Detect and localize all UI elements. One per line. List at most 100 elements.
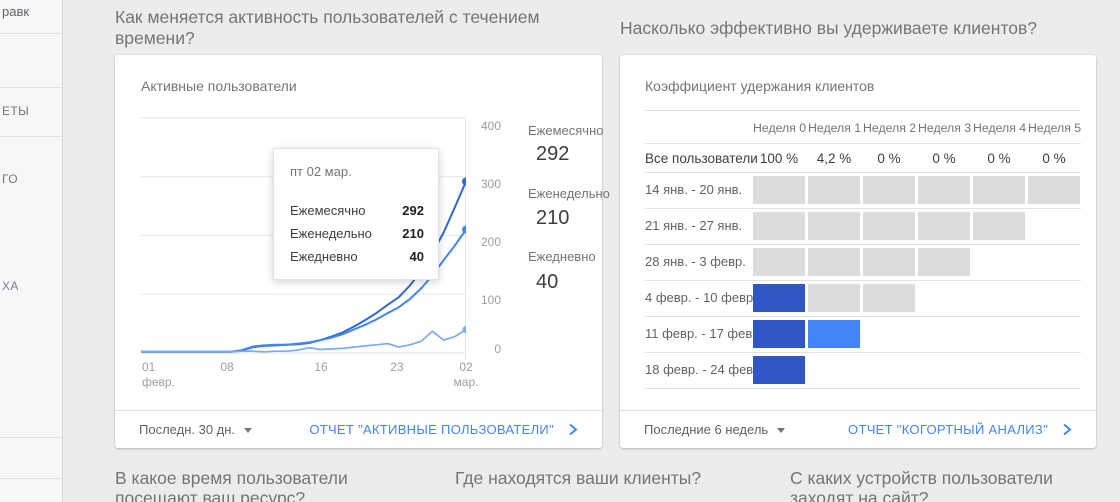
cohort-cell-1-2 (863, 212, 915, 240)
all-users-row-label: Все пользователи (645, 151, 758, 166)
report-link-label: ОТЧЕТ "АКТИВНЫЕ ПОЛЬЗОВАТЕЛИ" (309, 422, 554, 437)
active-users-card-footer: Последн. 30 дн. ОТЧЕТ "АКТИВНЫЕ ПОЛЬЗОВА… (115, 410, 602, 448)
chevron-down-icon (777, 428, 786, 433)
cohort-row-label-2: 28 янв. - 3 февр. (645, 254, 746, 269)
tooltip-date: пт 02 мар. (290, 164, 352, 179)
legend-value-1: 210 (536, 207, 570, 229)
cohort-cell-0-1 (808, 176, 860, 204)
cohort-cell-1-4 (973, 212, 1025, 240)
y-tick-label: 400 (480, 119, 501, 133)
week-header-2: Неделя 2 (863, 121, 917, 135)
tooltip-row-value: 210 (402, 226, 424, 241)
question-retention-title: Насколько эффективно вы удерживаете клие… (620, 18, 1038, 38)
all-users-pct-4: 0 % (987, 151, 1011, 166)
row-divider (645, 208, 1081, 209)
tooltip-row-label: Еженедельно (290, 226, 372, 241)
all-users-pct-1: 4,2 % (816, 151, 852, 166)
table-divider (645, 143, 1081, 144)
date-range-selector[interactable]: Последн. 30 дн. (139, 422, 253, 437)
cohort-cell-4-0 (753, 320, 805, 348)
legend-label-2: Ежедневно (528, 249, 596, 264)
weeks-range-label: Последние 6 недель (644, 422, 769, 437)
active-users-report-link[interactable]: ОТЧЕТ "АКТИВНЫЕ ПОЛЬЗОВАТЕЛИ" (309, 422, 578, 437)
cohort-cell-0-3 (918, 176, 970, 204)
cohort-row-label-4: 11 февр. - 17 февр. (645, 326, 764, 341)
date-range-label: Последн. 30 дн. (139, 422, 236, 437)
tooltip-row-value: 40 (409, 249, 424, 264)
week-header-4: Неделя 4 (973, 121, 1027, 135)
y-tick-label: 300 (480, 177, 501, 191)
cohort-row-label-1: 21 янв. - 27 янв. (645, 218, 743, 233)
sidebar-divider (0, 87, 62, 88)
sidebar-divider (0, 136, 62, 137)
cohort-cell-0-4 (973, 176, 1025, 204)
row-divider (645, 352, 1081, 353)
sidebar-item-help[interactable]: равк (2, 4, 30, 19)
chevron-down-icon (244, 428, 253, 433)
tooltip-row-label: Ежемесячно (290, 203, 366, 218)
week-header-0: Неделя 0 (753, 121, 807, 135)
active-users-card-title: Активные пользователи (141, 78, 297, 94)
series-line-2 (141, 328, 467, 353)
all-users-pct-3: 0 % (932, 151, 956, 166)
week-header-3: Неделя 3 (918, 121, 972, 135)
question-devices-title: С каких устройств пользователи заходят н… (790, 468, 1053, 502)
row-divider (645, 316, 1081, 317)
x-tick-label: 01 февр. (142, 360, 175, 389)
week-header-5: Неделя 5 (1028, 121, 1082, 135)
cohort-cell-3-2 (863, 284, 915, 312)
cohort-cell-4-1 (808, 320, 860, 348)
tooltip-row-1: Еженедельно 210 (290, 222, 424, 245)
sidebar-divider (0, 478, 62, 479)
question-visit-time-title: В какое время пользователи посещают ваш … (115, 468, 348, 502)
cohort-cell-1-1 (808, 212, 860, 240)
cohort-cell-1-0 (753, 212, 805, 240)
active-users-card: Активные пользователи 400 300 200 100 0 01 фе… (115, 55, 610, 448)
sidebar-item-audience[interactable]: ХА (2, 279, 19, 293)
sidebar-divider (0, 33, 62, 34)
cohort-cell-3-1 (808, 284, 860, 312)
sidebar-divider (0, 437, 62, 438)
cohort-cell-2-1 (808, 248, 860, 276)
legend-label-0: Ежемесячно (528, 123, 604, 138)
cohort-report-link[interactable]: ОТЧЕТ "КОГОРТНЫЙ АНАЛИЗ" (848, 422, 1072, 437)
row-divider (645, 280, 1081, 281)
sidebar-item-realtime[interactable]: ГО (2, 172, 18, 186)
cohort-row-label-0: 14 янв. - 20 янв. (645, 182, 743, 197)
x-tick-label: 02 мар. (453, 360, 479, 389)
legend-label-1: Еженедельно (528, 186, 610, 201)
all-users-pct-2: 0 % (877, 151, 901, 166)
cohort-cell-0-0 (753, 176, 805, 204)
tooltip-row-label: Ежедневно (290, 249, 358, 264)
sidebar-nav: равк ЕТЫ ГО ХА (0, 0, 63, 502)
question-location-title: Где находятся ваши клиенты? (455, 468, 702, 488)
tooltip-row-value: 292 (402, 203, 424, 218)
y-tick-label: 0 (494, 342, 501, 356)
cohort-cell-0-5 (1028, 176, 1080, 204)
tooltip-row-0: Ежемесячно 292 (290, 199, 424, 222)
series-end-dot-0 (462, 177, 470, 186)
cohort-row-label-5: 18 февр. - 24 февр. (645, 362, 765, 377)
row-divider (645, 244, 1081, 245)
cohort-cell-2-0 (753, 248, 805, 276)
cohort-row-label-3: 4 февр. - 10 февр. (645, 290, 757, 305)
legend-value-2: 40 (536, 271, 559, 293)
tooltip-rows: Ежемесячно 292 Еженедельно 210 Ежедневно 40 (290, 199, 424, 268)
retention-card-title: Коэффициент удержания клиентов (645, 78, 875, 94)
series-end-dot-1 (462, 225, 470, 234)
row-divider (645, 172, 1081, 173)
x-tick-label: 16 (314, 360, 328, 374)
chevron-right-icon (1063, 423, 1072, 436)
week-header-1: Неделя 1 (808, 121, 862, 135)
retention-card-footer: Последние 6 недель ОТЧЕТ "КОГОРТНЫЙ АНАЛ… (620, 410, 1096, 448)
all-users-pct-0: 100 % (759, 151, 799, 166)
y-tick-label: 200 (480, 235, 501, 249)
weeks-range-selector[interactable]: Последние 6 недель (644, 422, 786, 437)
tooltip-row-2: Ежедневно 40 (290, 245, 424, 268)
cohort-cell-2-3 (918, 248, 970, 276)
x-tick-label: 23 (390, 360, 404, 374)
table-divider (645, 110, 1081, 111)
sidebar-item-reports[interactable]: ЕТЫ (2, 104, 30, 118)
chevron-right-icon (569, 423, 578, 436)
